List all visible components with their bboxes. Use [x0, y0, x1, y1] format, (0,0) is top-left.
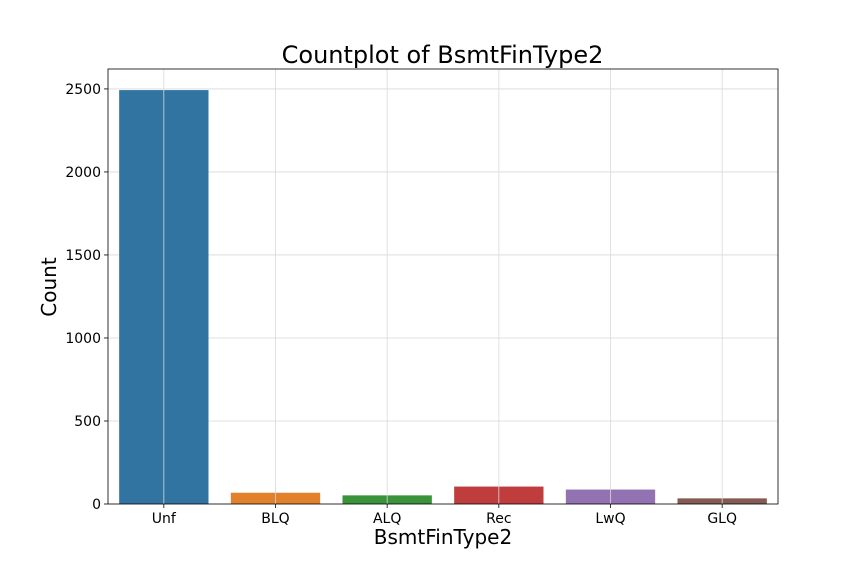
y-tick-label: 2000 — [65, 165, 101, 181]
x-tick-label: LwQ — [595, 511, 625, 527]
plot-frame — [107, 68, 779, 505]
x-tick-label: Unf — [152, 511, 177, 527]
x-tick-label: Rec — [486, 511, 511, 527]
y-tick-label: 0 — [92, 497, 101, 513]
x-tick-label: BLQ — [261, 511, 289, 527]
y-axis-title: Count — [37, 257, 61, 317]
y-tick-label: 500 — [74, 414, 101, 430]
axis-ticks: 0 500 1000 1500 2000 2500 Unf BLQ ALQ Rec LwQ GLQ — [65, 82, 737, 527]
x-axis-title: BsmtFinType2 — [374, 525, 512, 549]
x-tick-label: ALQ — [373, 511, 401, 527]
y-tick-label: 1000 — [65, 331, 101, 347]
y-tick-label: 2500 — [65, 82, 101, 98]
chart-title: Countplot of BsmtFinType2 — [282, 41, 604, 69]
grid-lines-overlay — [163, 69, 723, 504]
y-tick-label: 1500 — [65, 248, 101, 264]
x-tick-label: GLQ — [707, 511, 737, 527]
plot-area — [108, 69, 778, 504]
